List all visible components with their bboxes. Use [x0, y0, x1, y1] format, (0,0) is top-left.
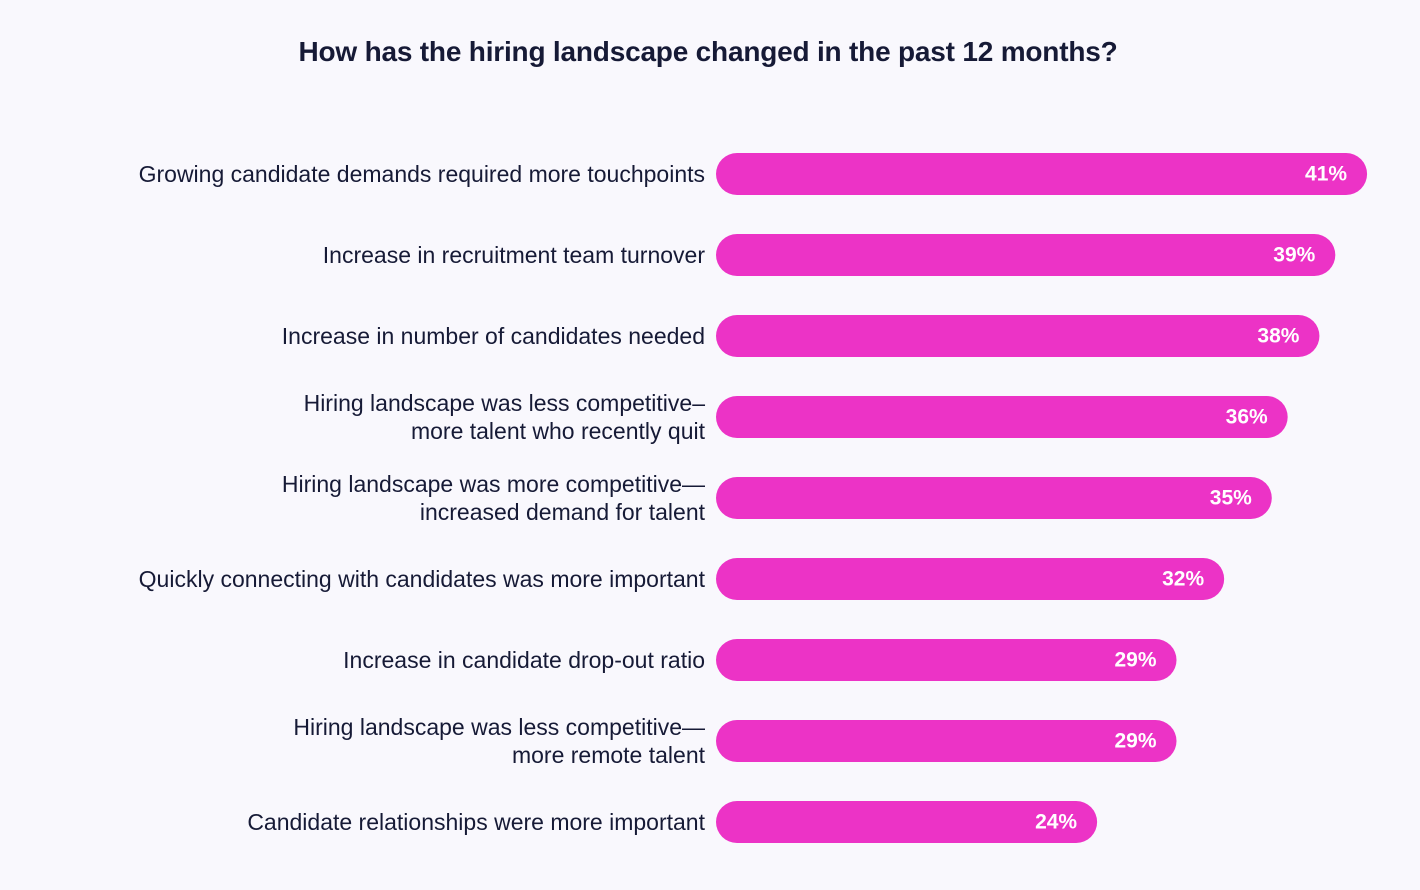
bar-value-label: 32%: [1162, 568, 1204, 591]
category-label: Hiring landscape was less competitive—: [293, 714, 705, 740]
bar-value-label: 41%: [1305, 163, 1347, 186]
category-label: Quickly connecting with candidates was m…: [139, 566, 706, 592]
bar-value-label: 36%: [1226, 406, 1268, 429]
category-label: Increase in number of candidates needed: [282, 323, 705, 349]
bar: [716, 639, 1177, 681]
category-label: Candidate relationships were more import…: [247, 809, 705, 835]
bar-value-label: 35%: [1210, 487, 1252, 510]
bar: [716, 315, 1320, 357]
category-label: increased demand for talent: [420, 499, 706, 525]
bar-value-label: 29%: [1114, 649, 1156, 672]
bar-value-label: 29%: [1114, 730, 1156, 753]
category-label: Growing candidate demands required more …: [139, 161, 705, 187]
category-label: Increase in candidate drop-out ratio: [343, 647, 705, 673]
category-label: Hiring landscape was less competitive–: [304, 390, 706, 416]
category-label: more remote talent: [512, 742, 706, 768]
bar: [716, 801, 1098, 843]
bar-value-label: 24%: [1035, 811, 1077, 834]
category-label: Hiring landscape was more competitive—: [282, 471, 705, 497]
bar: [716, 477, 1272, 519]
bar: [716, 396, 1288, 438]
chart-title: How has the hiring landscape changed in …: [298, 36, 1118, 67]
bar: [716, 558, 1225, 600]
bar: [716, 234, 1336, 276]
bar: [716, 153, 1368, 195]
bar-value-label: 39%: [1273, 244, 1315, 267]
category-label: Increase in recruitment team turnover: [323, 242, 706, 268]
bar: [716, 720, 1177, 762]
category-label: more talent who recently quit: [411, 418, 706, 444]
bar-value-label: 38%: [1257, 325, 1299, 348]
